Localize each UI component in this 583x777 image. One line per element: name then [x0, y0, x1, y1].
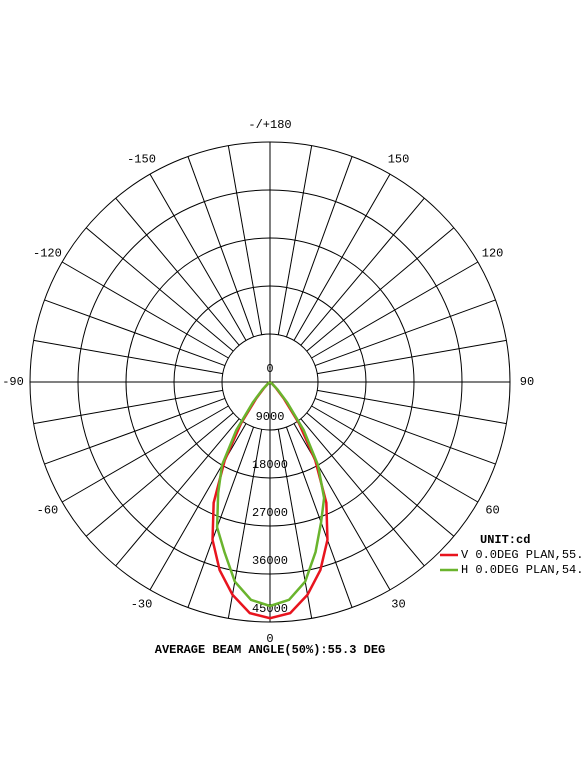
r-tick-label: 36000 [252, 554, 288, 568]
angle-tick-label: -90 [2, 375, 24, 389]
angle-tick-label: -30 [131, 598, 153, 612]
angle-tick-label: 150 [388, 153, 410, 167]
r-tick-label: 27000 [252, 506, 288, 520]
r-tick-label: 0 [266, 362, 273, 376]
angle-tick-label: 120 [482, 247, 504, 261]
legend-label: V 0.0DEG PLAN,55.8 [461, 548, 583, 562]
legend-title: UNIT:cd [480, 533, 530, 547]
series-line [215, 381, 326, 608]
angle-tick-label: -120 [33, 247, 62, 261]
grid-ring [125, 237, 415, 527]
angle-tick-label: -150 [127, 153, 156, 167]
grid-ring [77, 189, 463, 575]
angle-tick-label: -/+180 [248, 118, 291, 132]
legend-label: H 0.0DEG PLAN,54.8 [461, 563, 583, 577]
grid-ring [29, 141, 511, 623]
angle-tick-label: 0 [266, 632, 273, 646]
grid-ring [221, 333, 319, 431]
r-tick-label: 9000 [256, 410, 285, 424]
annotation: AVERAGE BEAM ANGLE(50%):55.3 DEG [155, 643, 385, 657]
angle-tick-label: 60 [485, 504, 499, 518]
r-tick-label: 45000 [252, 602, 288, 616]
angle-tick-label: 30 [391, 598, 405, 612]
r-tick-label: 18000 [252, 458, 288, 472]
grid-ring [173, 285, 367, 479]
angle-tick-label: 90 [520, 375, 534, 389]
angle-tick-label: -60 [37, 504, 59, 518]
